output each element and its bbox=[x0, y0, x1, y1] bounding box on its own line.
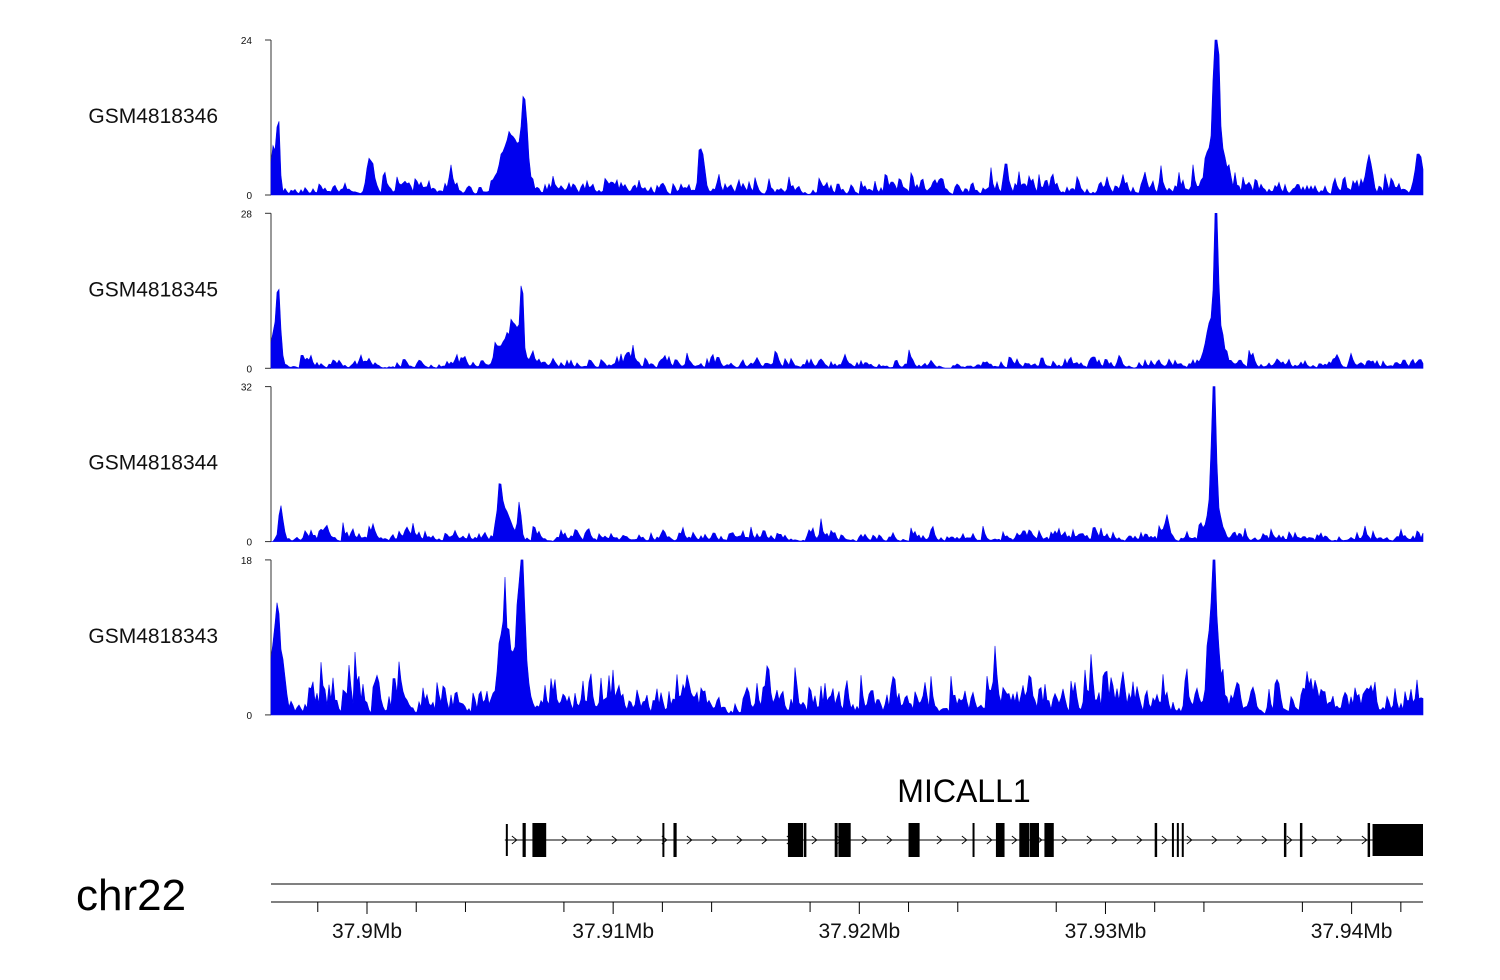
track-label: GSM4818343 bbox=[88, 625, 218, 648]
exon-block bbox=[1181, 823, 1184, 857]
x-tick-label: 37.93Mb bbox=[1065, 920, 1147, 943]
chromosome-label: chr22 bbox=[76, 871, 186, 920]
y-tick-label-zero: 0 bbox=[246, 538, 252, 549]
coverage-area bbox=[270, 39, 1424, 196]
y-tick-label-zero: 0 bbox=[246, 191, 252, 202]
strand-arrow bbox=[811, 835, 818, 845]
track-GSM4818343: GSM4818343 18 0 bbox=[88, 556, 1424, 722]
strand-arrow bbox=[961, 835, 968, 845]
strand-arrow bbox=[1286, 835, 1293, 845]
exon-block bbox=[1283, 823, 1287, 857]
y-tick-label-max: 28 bbox=[241, 209, 253, 220]
exon-block bbox=[1019, 823, 1030, 857]
coverage-area bbox=[270, 213, 1424, 369]
gene-annotation-track: MICALL1 bbox=[504, 773, 1423, 857]
strand-arrow bbox=[711, 835, 718, 845]
y-tick-label-zero: 0 bbox=[246, 711, 252, 722]
y-tick-label-max: 32 bbox=[241, 383, 253, 394]
strand-arrow bbox=[1236, 835, 1243, 845]
strand-arrow bbox=[1211, 835, 1218, 845]
track-GSM4818345: GSM4818345 28 0 bbox=[88, 209, 1424, 375]
track-GSM4818344: GSM4818344 32 0 bbox=[88, 383, 1424, 549]
genomic-axis: chr22 37.9Mb 37.91Mb 37.92Mb 37.93Mb 37.94Mb bbox=[76, 871, 1423, 943]
exon-block bbox=[1299, 823, 1303, 857]
strand-arrow bbox=[886, 835, 893, 845]
exon-block bbox=[834, 823, 838, 857]
strand-arrow bbox=[861, 835, 868, 845]
x-tick-label: 37.91Mb bbox=[572, 920, 654, 943]
coverage-area bbox=[270, 386, 1424, 542]
strand-arrow bbox=[611, 835, 618, 845]
strand-arrow bbox=[736, 835, 743, 845]
y-tick-label-max: 18 bbox=[241, 556, 253, 567]
strand-arrow bbox=[1161, 835, 1168, 845]
gene-name-label: MICALL1 bbox=[897, 773, 1030, 809]
exon-block bbox=[995, 823, 1005, 857]
exon-block bbox=[1154, 823, 1158, 857]
y-tick-label-max: 24 bbox=[241, 36, 253, 47]
track-GSM4818346: GSM4818346 24 0 bbox=[88, 36, 1424, 202]
strand-arrow bbox=[686, 835, 693, 845]
y-tick-label-zero: 0 bbox=[246, 364, 252, 375]
exon-block bbox=[532, 823, 547, 857]
strand-arrow bbox=[936, 835, 943, 845]
exon-block bbox=[1367, 823, 1371, 857]
exon-block bbox=[838, 823, 851, 857]
strand-arrow bbox=[1336, 835, 1343, 845]
strand-arrow bbox=[1011, 835, 1018, 845]
exon-block bbox=[787, 823, 804, 857]
track-label: GSM4818345 bbox=[88, 278, 218, 301]
strand-arrow bbox=[1311, 835, 1318, 845]
strand-arrow bbox=[1061, 835, 1068, 845]
strand-arrow bbox=[636, 835, 643, 845]
exon-block bbox=[522, 823, 526, 857]
x-tick-label: 37.9Mb bbox=[332, 920, 402, 943]
strand-arrow bbox=[1086, 835, 1093, 845]
exon-block bbox=[1029, 823, 1039, 857]
strand-arrow bbox=[561, 835, 568, 845]
strand-arrow bbox=[586, 835, 593, 845]
coverage-tracks: GSM4818346240GSM4818345280GSM4818344320G… bbox=[88, 36, 1424, 722]
exon-block bbox=[673, 823, 677, 857]
strand-arrow bbox=[511, 835, 518, 845]
strand-arrow bbox=[761, 835, 768, 845]
coverage-area bbox=[270, 559, 1424, 716]
exon-block bbox=[505, 824, 508, 856]
strand-arrow bbox=[1261, 835, 1268, 845]
exon-block bbox=[662, 823, 665, 857]
exon-block bbox=[803, 823, 807, 857]
track-label: GSM4818346 bbox=[88, 105, 218, 128]
exon-block bbox=[1171, 823, 1174, 857]
exon-block bbox=[1176, 823, 1179, 857]
track-label: GSM4818344 bbox=[88, 452, 218, 475]
exon-block bbox=[908, 823, 920, 857]
exon-block bbox=[972, 823, 975, 857]
strand-arrow bbox=[1186, 835, 1193, 845]
strand-arrow bbox=[1136, 835, 1143, 845]
x-tick-label: 37.94Mb bbox=[1311, 920, 1393, 943]
strand-arrow bbox=[1111, 835, 1118, 845]
strand-arrow bbox=[986, 835, 993, 845]
exon-block bbox=[1044, 823, 1054, 857]
x-tick-label: 37.92Mb bbox=[818, 920, 900, 943]
exon-block bbox=[1372, 824, 1423, 856]
strand-arrow bbox=[1361, 835, 1368, 845]
